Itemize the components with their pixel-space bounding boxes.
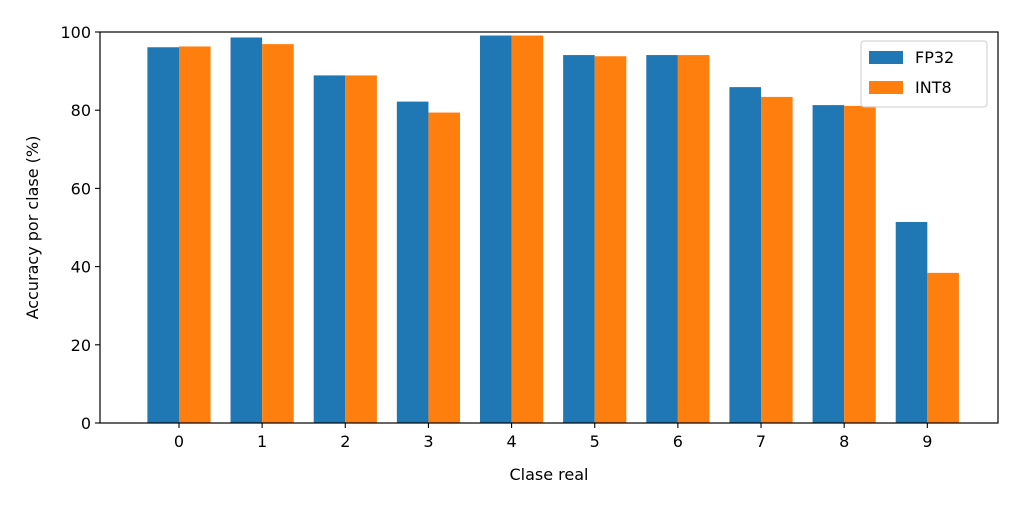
x-tick-label: 1: [257, 432, 267, 451]
legend-label-fp32: FP32: [915, 48, 954, 67]
bar-int8-class-0: [178, 46, 211, 423]
x-axis-label: Clase real: [509, 465, 588, 484]
x-tick-label: 0: [174, 432, 184, 451]
bar-fp32-class-5: [563, 55, 595, 423]
bars-layer: [147, 35, 959, 424]
y-tick-label: 100: [60, 23, 91, 42]
bar-int8-class-4: [511, 35, 544, 423]
x-tick-label: 8: [839, 432, 849, 451]
bar-fp32-class-4: [479, 35, 512, 423]
bar-int8-class-8: [844, 105, 876, 424]
bar-int8-class-3: [428, 112, 461, 424]
x-tick-label: 7: [756, 432, 766, 451]
y-tick-label: 0: [81, 414, 91, 433]
bar-fp32-class-7: [729, 87, 762, 424]
y-tick-label: 60: [71, 179, 91, 198]
y-axis-label: Accuracy por clase (%): [23, 136, 42, 320]
bar-fp32-class-6: [646, 55, 678, 423]
bar-int8-class-2: [345, 75, 377, 423]
legend-swatch-fp32: [869, 51, 903, 64]
y-tick-label: 20: [71, 336, 91, 355]
x-tick-label: 4: [506, 432, 516, 451]
y-axis: 0 20 40 60 80 100: [60, 23, 100, 433]
legend-label-int8: INT8: [915, 78, 952, 97]
bar-int8-class-5: [594, 56, 627, 423]
bar-fp32-class-2: [313, 75, 346, 423]
bar-int8-class-9: [927, 272, 959, 423]
x-tick-label: 6: [673, 432, 683, 451]
bar-fp32-class-3: [396, 101, 429, 424]
x-tick-label: 2: [340, 432, 350, 451]
legend-swatch-int8: [869, 81, 903, 94]
x-axis: 0 1 2 3 4 5 6 7 8 9: [174, 423, 932, 451]
x-tick-label: 9: [922, 432, 932, 451]
y-tick-label: 80: [71, 101, 91, 120]
bar-int8-class-7: [761, 96, 793, 423]
bar-int8-class-1: [262, 44, 294, 423]
plot-frame: [99, 31, 999, 424]
bar-fp32-class-9: [895, 222, 928, 423]
legend: FP32 INT8: [860, 40, 988, 108]
x-tick-label: 5: [590, 432, 600, 451]
x-tick-label: 3: [423, 432, 433, 451]
y-tick-label: 40: [71, 258, 91, 277]
bar-fp32-class-0: [147, 47, 179, 424]
bar-fp32-class-1: [230, 37, 263, 423]
bar-fp32-class-8: [812, 105, 845, 423]
bar-int8-class-6: [677, 55, 710, 423]
